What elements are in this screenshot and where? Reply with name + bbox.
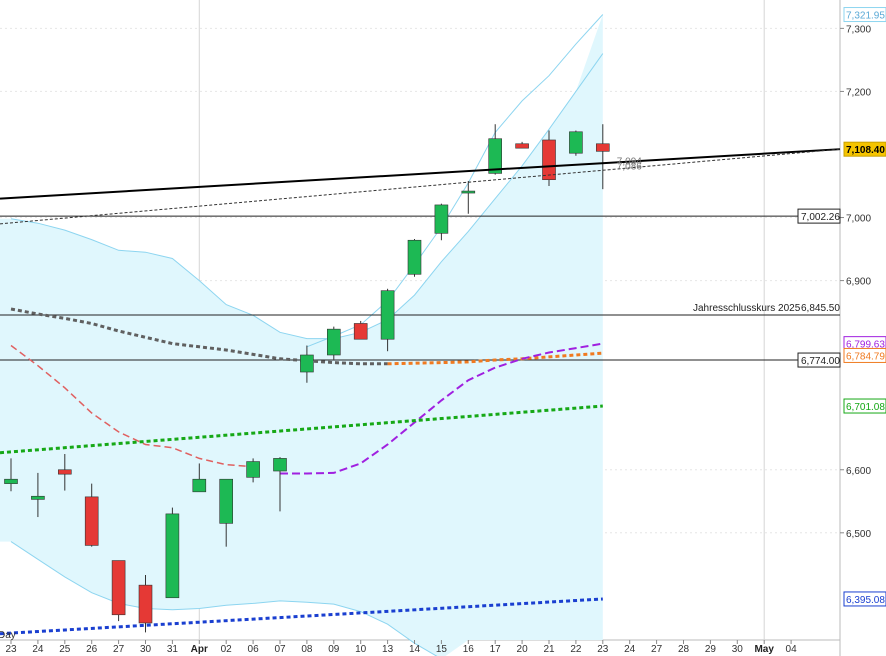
x-tick-label: 10	[355, 644, 367, 655]
horizontal-levels	[0, 215, 840, 361]
y-tick-label: 7,300	[846, 24, 871, 35]
green-ma-label-box	[843, 398, 886, 414]
candle-body	[111, 560, 126, 616]
level-note: Jahresschlusskurs 2025	[693, 303, 801, 314]
x-tick-label: 30	[732, 644, 744, 655]
orange-ma-label: 6,784.79	[846, 351, 885, 362]
upper-band-label: 7,321.95	[846, 11, 885, 22]
bollinger-mid-line	[10, 53, 604, 340]
candle-body	[595, 143, 610, 152]
candle-body	[165, 513, 180, 599]
price-axis: 7,300 7,200 7,000 6,900 6,600 6,500	[840, 24, 871, 540]
trend-value-label: 7,086	[617, 161, 642, 172]
candle-body	[246, 461, 260, 478]
orange-ma-label-box	[843, 347, 886, 363]
ma-gray-line	[10, 307, 388, 366]
candle-body	[84, 496, 99, 546]
last-price-label-box	[843, 141, 886, 157]
candle-body	[515, 143, 529, 149]
period-label: Day	[0, 630, 16, 641]
candle-body	[57, 469, 72, 475]
x-tick-label: 20	[517, 644, 529, 655]
candle-body	[569, 131, 583, 154]
candle-body	[461, 190, 476, 194]
level-box	[797, 352, 841, 368]
upper-band-label-box	[843, 7, 886, 23]
candle-body	[353, 323, 368, 340]
blue-ma-label: 6,395.08	[846, 595, 885, 606]
green-ma-label: 6,701.08	[846, 402, 885, 413]
y-tick-label: 7,200	[846, 87, 871, 98]
x-tick-label: 25	[59, 644, 71, 655]
x-tick-label: 26	[86, 644, 98, 655]
x-tick-label: Apr	[191, 644, 208, 655]
x-tick-label: 06	[248, 644, 260, 655]
x-tick-label: 29	[705, 644, 717, 655]
candle-body	[192, 478, 207, 493]
ma-blue-line	[0, 597, 603, 636]
y-tick-label: 7,000	[846, 214, 871, 225]
x-tick-label: 30	[140, 644, 152, 655]
date-axis: 23 24 25 26 27 30 31 Apr 02 06 07 08 09 10 13 14 15 16 17 2…	[0, 630, 797, 655]
x-tick-label: 08	[301, 644, 313, 655]
x-tick-label: 22	[570, 644, 582, 655]
trend-value-label: 7,094	[617, 156, 642, 167]
candle-body	[434, 204, 449, 234]
level-value-label: 6,845.50	[801, 303, 840, 314]
ma-purple-line	[280, 342, 603, 475]
trendline-solid	[0, 148, 841, 200]
moving-averages	[0, 307, 603, 636]
candle-body	[380, 290, 395, 340]
x-tick-label: 23	[597, 644, 609, 655]
candle-body	[273, 458, 287, 472]
level-value-label: 7,002.26	[801, 212, 840, 223]
x-tick-label: 27	[113, 644, 125, 655]
x-tick-label: 24	[32, 644, 44, 655]
ma-orange-line	[387, 351, 603, 366]
x-tick-label: 02	[221, 644, 233, 655]
ma-green-line	[0, 404, 603, 455]
ma-red-line	[10, 344, 254, 468]
y-tick-label: 6,500	[846, 529, 871, 540]
candle-body	[488, 138, 503, 174]
x-tick-label: 09	[328, 644, 340, 655]
x-tick-label: 28	[678, 644, 690, 655]
x-tick-label: 07	[274, 644, 286, 655]
blue-ma-label-box	[843, 591, 886, 607]
level-value-label: 6,774.00	[801, 356, 840, 367]
candle-body	[219, 478, 233, 524]
candles	[4, 124, 610, 633]
x-tick-label: 31	[167, 644, 179, 655]
bollinger-lower-line	[10, 541, 438, 656]
y-tick-label: 6,600	[846, 466, 871, 477]
level-box	[797, 208, 841, 224]
x-tick-label: 27	[651, 644, 663, 655]
x-tick-label: 15	[436, 644, 448, 655]
candle-body	[4, 478, 18, 484]
candle-body	[542, 139, 556, 181]
x-tick-label: 21	[543, 644, 555, 655]
price-labels: 7,321.95 7,108.40 6,799.636,784.79 6,701.08…	[693, 7, 886, 607]
band-fill	[0, 14, 603, 656]
x-tick-label: 24	[624, 644, 636, 655]
candle-body	[138, 584, 153, 624]
candle-body	[31, 495, 45, 500]
purple-ma-label: 6,799.63	[846, 340, 885, 351]
x-tick-label: May	[754, 644, 774, 655]
candle-body	[326, 328, 341, 356]
x-tick-label: 04	[786, 644, 798, 655]
y-tick-label: 6,900	[846, 277, 871, 288]
last-price-label: 7,108.40	[846, 145, 885, 156]
x-tick-label: 16	[463, 644, 475, 655]
x-tick-label: 14	[409, 644, 421, 655]
x-tick-label: 17	[490, 644, 502, 655]
x-tick-label: 13	[382, 644, 394, 655]
trendline-dashed	[0, 148, 841, 225]
candle-body	[300, 354, 314, 373]
candle-body	[407, 239, 422, 275]
x-tick-label: 23	[5, 644, 17, 655]
